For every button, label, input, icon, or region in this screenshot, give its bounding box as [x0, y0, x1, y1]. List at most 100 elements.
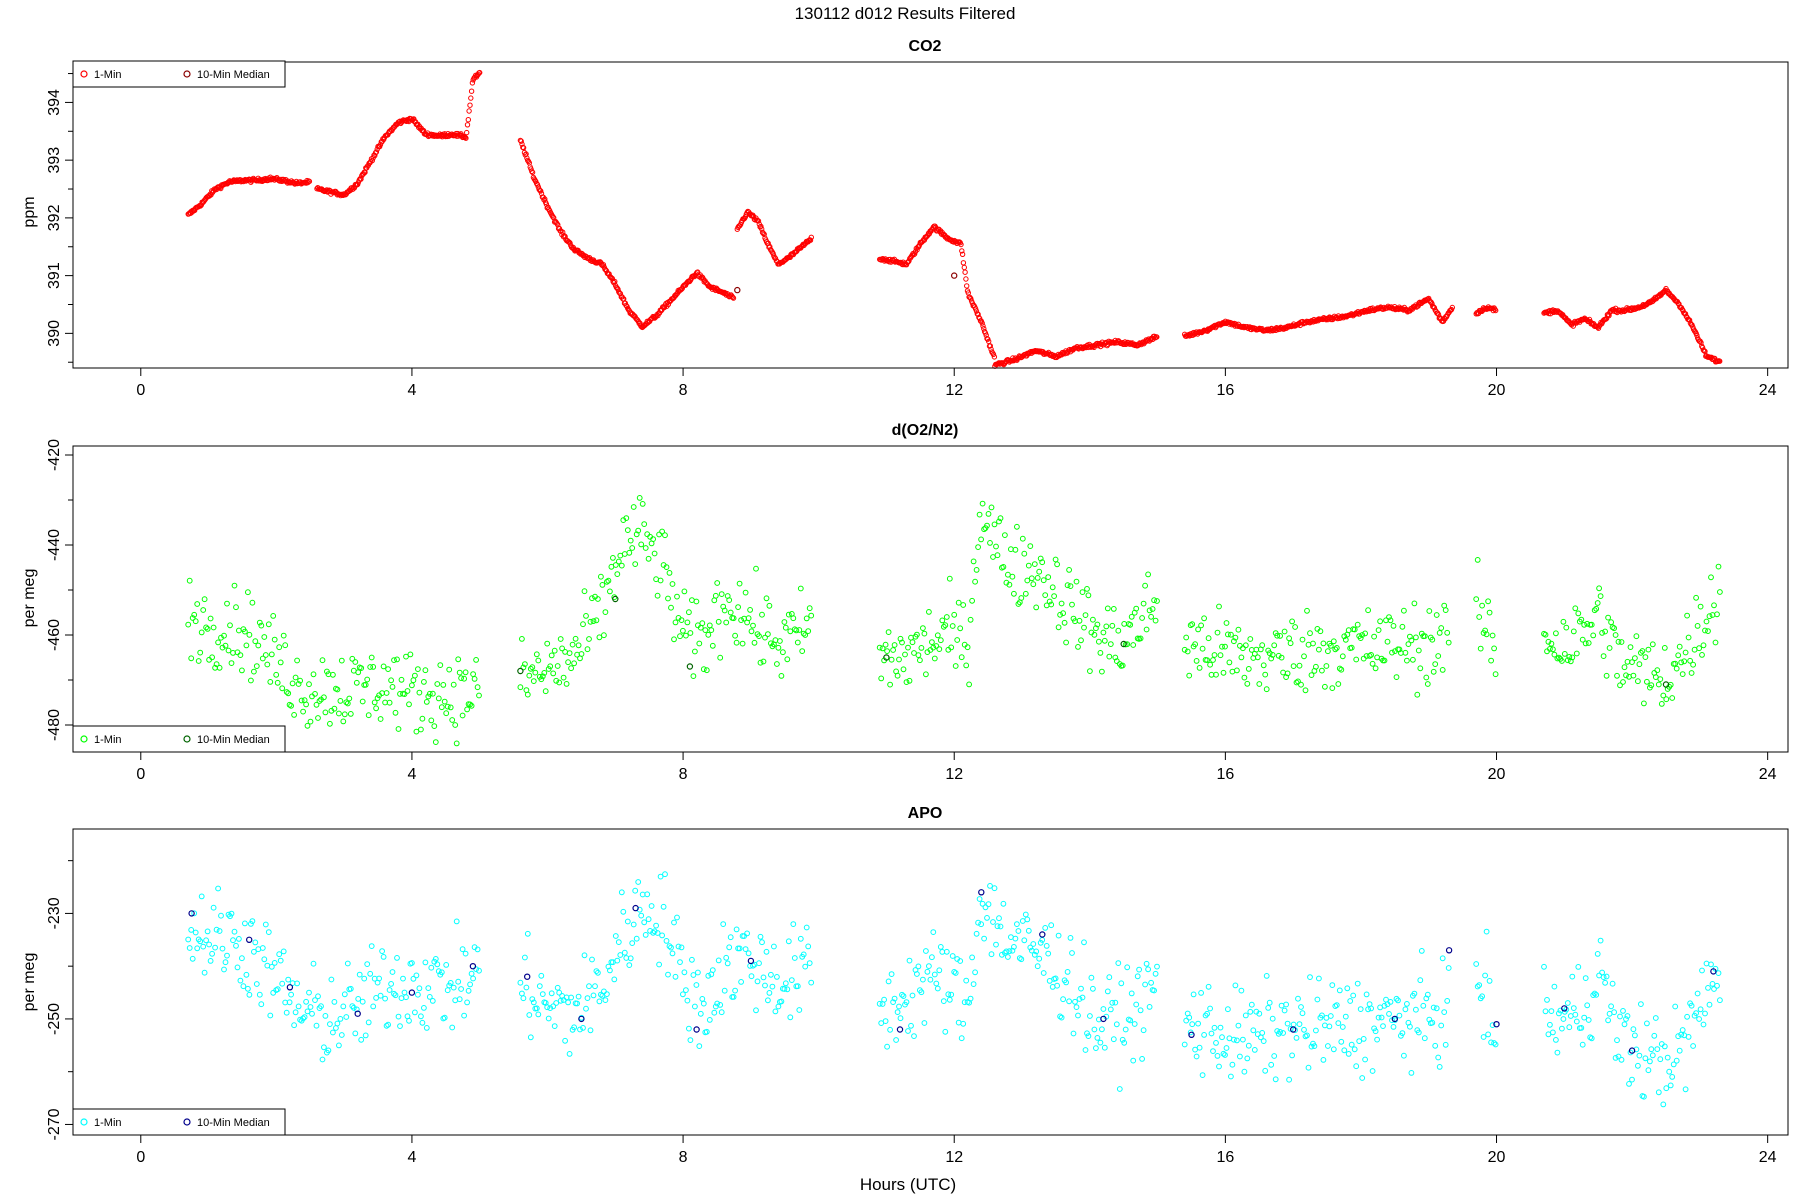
o2n2-1min-point: [596, 634, 603, 641]
o2n2-1min-point: [1024, 577, 1031, 584]
apo-1min-point: [975, 919, 981, 926]
o2n2-1min-point: [1268, 655, 1275, 662]
o2n2-1min-point: [955, 599, 962, 606]
apo-1min-point: [1087, 1013, 1093, 1019]
apo-1min-point: [385, 1021, 392, 1028]
co2-1min-point: [1606, 312, 1612, 319]
co2-legend-median-symbol: [183, 70, 191, 78]
apo-1min-point: [1685, 1034, 1692, 1040]
apo-1min-point: [1097, 1039, 1104, 1046]
o2n2-1min-point: [1322, 683, 1328, 690]
apo-1min-point: [1612, 1055, 1619, 1061]
apo-1min-point: [1217, 1024, 1224, 1031]
apo-1min-point: [1660, 1101, 1667, 1108]
apo-1min-point: [705, 972, 712, 979]
apo-1min-point: [1654, 1046, 1661, 1052]
apo-1min-point: [668, 944, 674, 951]
o2n2-1min-point: [778, 673, 785, 679]
apo-1min-point: [1025, 927, 1032, 934]
o2n2-1min-point: [1488, 657, 1494, 664]
apo-1min-point: [723, 954, 730, 961]
o2n2-1min-point: [605, 577, 612, 584]
o2n2-1min-point: [1408, 637, 1415, 644]
apo-1min-point: [1424, 991, 1431, 998]
apo-1min-point: [648, 903, 655, 909]
apo-1min-point: [876, 1000, 883, 1007]
o2n2-1min-point: [566, 650, 573, 656]
o2n2-1min-point: [409, 682, 415, 689]
apo-1min-point: [738, 979, 744, 985]
o2n2-1min-point: [428, 717, 435, 724]
o2n2-1min-point: [745, 615, 752, 622]
apo-1min-point: [1624, 1013, 1631, 1019]
o2n2-1min-point: [991, 521, 998, 528]
o2n2-1min-point: [246, 631, 253, 638]
apo-1min-point: [1396, 1012, 1403, 1019]
o2n2-1min-point: [615, 558, 622, 565]
o2n2-1min-point: [1260, 662, 1267, 669]
o2n2-1min-point: [1211, 652, 1218, 658]
o2n2-1min-point: [735, 604, 741, 610]
o2n2-1min-point: [936, 646, 943, 652]
apo-1min-point: [672, 973, 679, 980]
apo-1min-point: [769, 983, 776, 990]
apo-1min-point: [185, 936, 192, 943]
apo-1min-point: [295, 1003, 302, 1010]
apo-1min-point: [391, 990, 397, 997]
co2-1min-point: [760, 230, 766, 237]
co2-1min-point: [467, 102, 473, 108]
apo-1min-point: [1714, 982, 1720, 989]
apo-1min-point: [1600, 974, 1607, 980]
apo-1min-point: [449, 1024, 456, 1031]
o2n2-1min-point: [1375, 627, 1382, 633]
apo-1min-point: [350, 1004, 357, 1011]
o2n2-1min-point: [663, 564, 670, 570]
co2-1min-point: [991, 354, 998, 360]
o2n2-1min-point: [705, 631, 712, 638]
apo-1min-point: [1072, 998, 1078, 1005]
apo-1min-point: [359, 998, 366, 1005]
apo-1min-point: [258, 1001, 265, 1008]
o2n2-1min-point: [352, 659, 359, 665]
apo-1min-point: [422, 959, 429, 966]
apo-1min-point: [771, 943, 777, 950]
apo-1min-point: [1293, 1035, 1300, 1041]
apo-1min-point: [556, 989, 563, 996]
apo-1min-point: [1183, 1017, 1190, 1024]
o2n2-1min-point: [1292, 624, 1298, 630]
apo-1min-point: [787, 1014, 794, 1021]
apo-legend-1min-label: 1-Min: [94, 1117, 122, 1129]
apo-1min-point: [453, 918, 460, 925]
apo-1min-point: [539, 991, 546, 997]
o2n2-1min-point: [900, 666, 907, 673]
o2n2-1min-point: [265, 621, 272, 628]
o2n2-1min-point: [1075, 644, 1081, 650]
co2-x-tick-label-8: 8: [679, 382, 688, 399]
apo-1min-point: [1408, 1070, 1415, 1076]
co2-1min-point: [959, 248, 965, 254]
apo-1min-point: [277, 957, 284, 964]
apo-1min-point: [224, 952, 230, 959]
co2-legend-1min-symbol: [80, 70, 88, 78]
apo-1min-point: [1672, 1003, 1679, 1010]
o2n2-1min-point: [803, 615, 810, 622]
o2n2-1min-point: [524, 691, 531, 698]
apo-1min-point: [790, 921, 797, 927]
o2n2-1min-point: [1711, 602, 1717, 609]
apo-1min-point: [718, 1009, 725, 1016]
apo-y-tick-label--230: -230: [46, 897, 63, 929]
o2n2-1min-point: [565, 659, 571, 666]
o2n2-1min-point: [280, 632, 287, 639]
o2n2-1min-point: [1278, 654, 1285, 661]
o2n2-1min-point: [1231, 638, 1237, 645]
apo-1min-point: [1286, 1076, 1292, 1083]
apo-1min-point: [535, 1011, 542, 1018]
apo-1min-point: [1694, 990, 1701, 997]
co2-1min-point: [464, 129, 470, 136]
o2n2-1min-point: [1220, 669, 1227, 676]
o2n2-1min-point: [186, 577, 193, 584]
apo-1min-point: [1351, 1046, 1358, 1053]
o2n2-1min-point: [1054, 561, 1060, 568]
o2n2-1min-point: [926, 609, 932, 615]
